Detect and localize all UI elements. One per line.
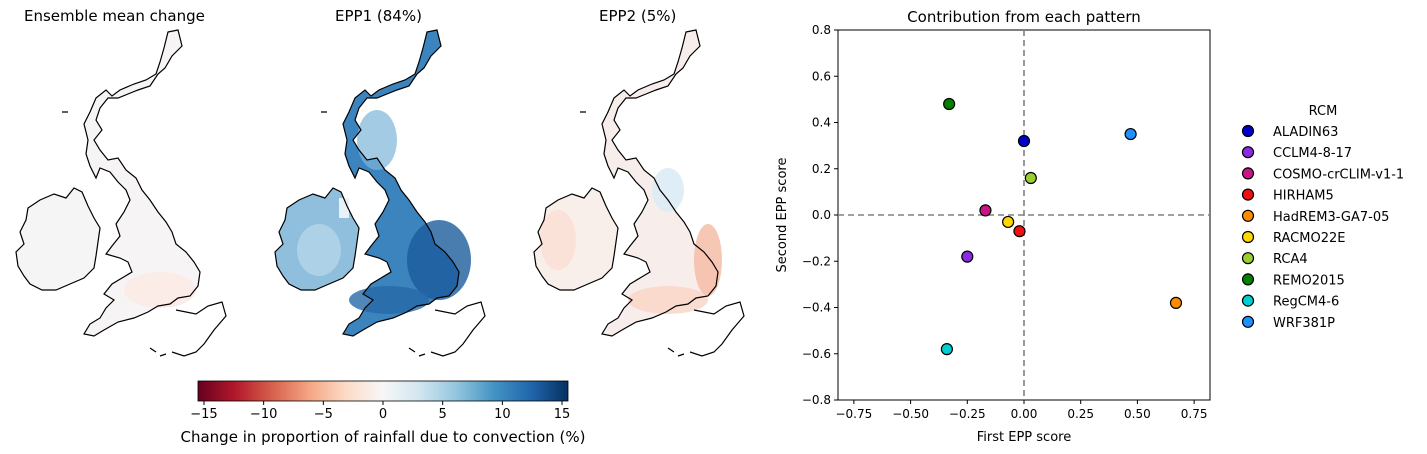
point-wrf381p: [1124, 127, 1137, 141]
y-tick-label: 0.4: [812, 116, 831, 130]
x-tick-label: −0.75: [835, 407, 872, 421]
colorbar-gradient: [197, 380, 569, 402]
point-hirham5: [1013, 225, 1026, 238]
colorbar-tick-label: −15: [190, 407, 217, 422]
map-title-epp1: EPP1 (84%): [335, 7, 422, 25]
legend: RCM ALADIN63 CCLM4-8-17 COSMO-crCLIM-v1-1 H…: [1241, 104, 1404, 331]
legend-marker: [1241, 146, 1255, 159]
y-tick-label: −0.4: [802, 301, 831, 315]
legend-entry: HIRHAM5: [1273, 189, 1334, 204]
x-axis-label: First EPP score: [977, 430, 1071, 445]
legend-entry: ALADIN63: [1273, 125, 1338, 140]
point-rca4: [1024, 171, 1037, 185]
colorbar: −15 −10 −5 0 5 10 15: [190, 380, 570, 422]
legend-marker: [1241, 188, 1255, 201]
point-regcm4-6: [940, 343, 953, 356]
legend-entry: RegCM4-6: [1273, 295, 1339, 310]
point-cclm4-8-17: [961, 250, 974, 263]
x-tick-label: 0.75: [1181, 407, 1208, 421]
legend-title: RCM: [1309, 104, 1338, 119]
legend-marker: [1241, 294, 1255, 307]
x-tick-label: −0.50: [892, 407, 929, 421]
point-aladin63: [1017, 134, 1031, 148]
legend-entry: REMO2015: [1273, 273, 1345, 288]
point-remo2015: [943, 97, 956, 111]
reference-lines: [838, 30, 1210, 400]
legend-marker: [1241, 273, 1255, 286]
legend-entry: WRF381P: [1273, 316, 1335, 331]
map-epp1: [274, 29, 486, 357]
point-cosmo-crclim-v1-1: [979, 204, 992, 217]
map-title-ensemble-mean: Ensemble mean change: [24, 7, 205, 25]
x-tick-label: 0.25: [1067, 407, 1094, 421]
colorbar-tick-label: 15: [554, 407, 571, 422]
y-tick-label: 0.6: [812, 69, 831, 83]
legend-entry: RCA4: [1273, 252, 1308, 267]
colorbar-tick-label: 10: [494, 407, 511, 422]
scatter-points: [940, 97, 1183, 356]
legend-marker: [1241, 230, 1255, 244]
x-tick-label: 0.00: [1011, 407, 1038, 421]
legend-marker: [1241, 209, 1255, 222]
y-axis-label: Second EPP score: [775, 158, 790, 273]
point-racmo22e: [1002, 215, 1015, 229]
legend-marker: [1241, 315, 1255, 328]
colorbar-tick-label: −5: [314, 407, 333, 422]
x-tick-label: 0.50: [1124, 407, 1151, 421]
legend-marker: [1241, 167, 1255, 180]
scatter-plot: Contribution from each pattern −0.75 −0.5…: [775, 8, 1211, 445]
legend-entry: COSMO-crCLIM-v1-1: [1273, 167, 1404, 182]
y-tick-label: 0.2: [812, 162, 831, 176]
map-epp2: [533, 29, 745, 357]
y-tick-label: 0.0: [812, 208, 831, 222]
point-hadrem3-ga7-05: [1169, 296, 1183, 309]
x-axis-ticks: −0.75 −0.50 −0.25 0.00 0.25 0.50 0.75: [835, 400, 1207, 421]
colorbar-ticks: −15 −10 −5 0 5 10 15: [190, 401, 570, 422]
y-tick-label: −0.6: [802, 347, 831, 361]
y-tick-label: 0.8: [812, 23, 831, 37]
map-ensemble-mean: [15, 29, 227, 357]
colorbar-tick-label: 0: [379, 407, 387, 422]
x-tick-label: −0.25: [949, 407, 986, 421]
y-tick-label: −0.8: [802, 393, 831, 407]
legend-entry: HadREM3-GA7-05: [1273, 210, 1389, 225]
colorbar-tick-label: −10: [250, 407, 277, 422]
map-title-epp2: EPP2 (5%): [599, 7, 677, 25]
colorbar-label: Change in proportion of rainfall due to …: [180, 428, 586, 446]
legend-entry: CCLM4-8-17: [1273, 146, 1352, 161]
colorbar-tick-label: 5: [439, 407, 447, 422]
chart-title: Contribution from each pattern: [907, 8, 1141, 26]
legend-marker: [1241, 124, 1255, 138]
legend-entry: RACMO22E: [1273, 231, 1345, 246]
y-axis-ticks: −0.8 −0.6 −0.4 −0.2 0.0 0.2 0.4 0.6 0.8: [802, 23, 838, 407]
legend-marker: [1241, 252, 1255, 265]
y-tick-label: −0.2: [802, 254, 831, 268]
